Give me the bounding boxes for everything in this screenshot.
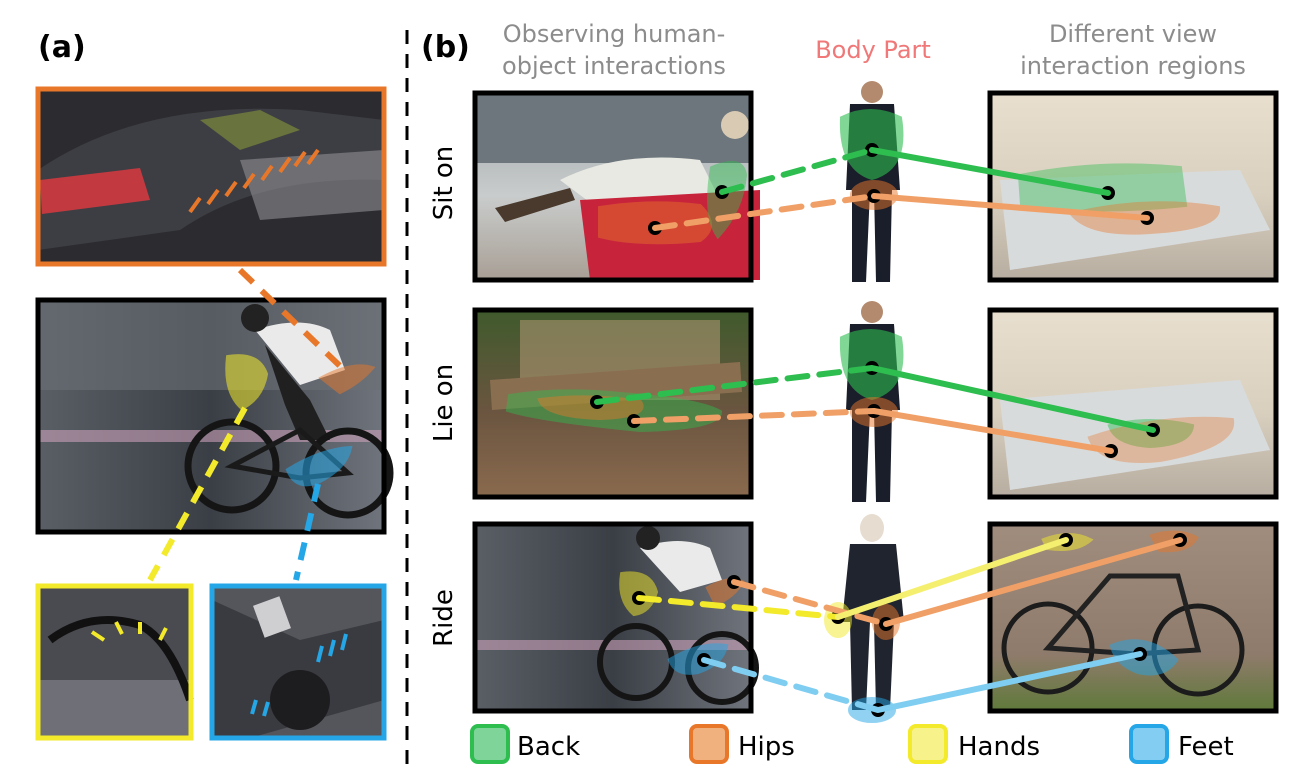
legend-swatch-feet [1129, 724, 1169, 764]
legend-item-hips: Hips [689, 724, 795, 764]
legend-swatch-hands [908, 724, 948, 764]
header-different-line1: Different view [1049, 20, 1217, 48]
header-observing-line1: Observing human- [503, 20, 726, 48]
zoom-hands-image [35, 583, 194, 741]
cyclist-image [35, 297, 394, 535]
legend-swatch-hips [689, 724, 729, 764]
header-observing-line2: object interactions [502, 52, 726, 80]
lie-on-observed-image [472, 307, 754, 500]
zoom-hips-image [35, 86, 387, 267]
zoom-connectors [147, 267, 343, 582]
legend-label-feet: Feet [1178, 732, 1234, 762]
legend-label-hands: Hands [958, 732, 1040, 762]
legend-item-back: Back [470, 724, 580, 764]
body-part-connectors [594, 147, 1183, 713]
header-different-line2: interaction regions [1020, 52, 1246, 80]
body-figure-lie [839, 301, 904, 502]
legend-label-back: Back [517, 732, 580, 762]
row-label-ride: Ride [429, 589, 459, 647]
panel-b-label: (b) [421, 30, 470, 65]
legend-swatch-back [470, 724, 510, 764]
pressure-arrows [188, 148, 320, 214]
legend-item-feet: Feet [1129, 724, 1234, 764]
lie-on-target-image [987, 307, 1279, 500]
header-body-part: Body Part [815, 36, 931, 64]
legend: Back Hips Hands Feet [470, 724, 1234, 764]
sit-on-observed-image [472, 90, 760, 283]
row-label-sit-on: Sit on [429, 146, 459, 221]
legend-label-hips: Hips [738, 732, 795, 762]
sit-on-target-image [987, 90, 1279, 283]
row-label-lie-on: Lie on [429, 364, 459, 442]
panel-a-label: (a) [38, 30, 86, 65]
ride-observed-image [472, 521, 759, 714]
body-figure-sit [839, 81, 904, 282]
zoom-feet-image [209, 583, 387, 741]
legend-item-hands: Hands [908, 724, 1040, 764]
